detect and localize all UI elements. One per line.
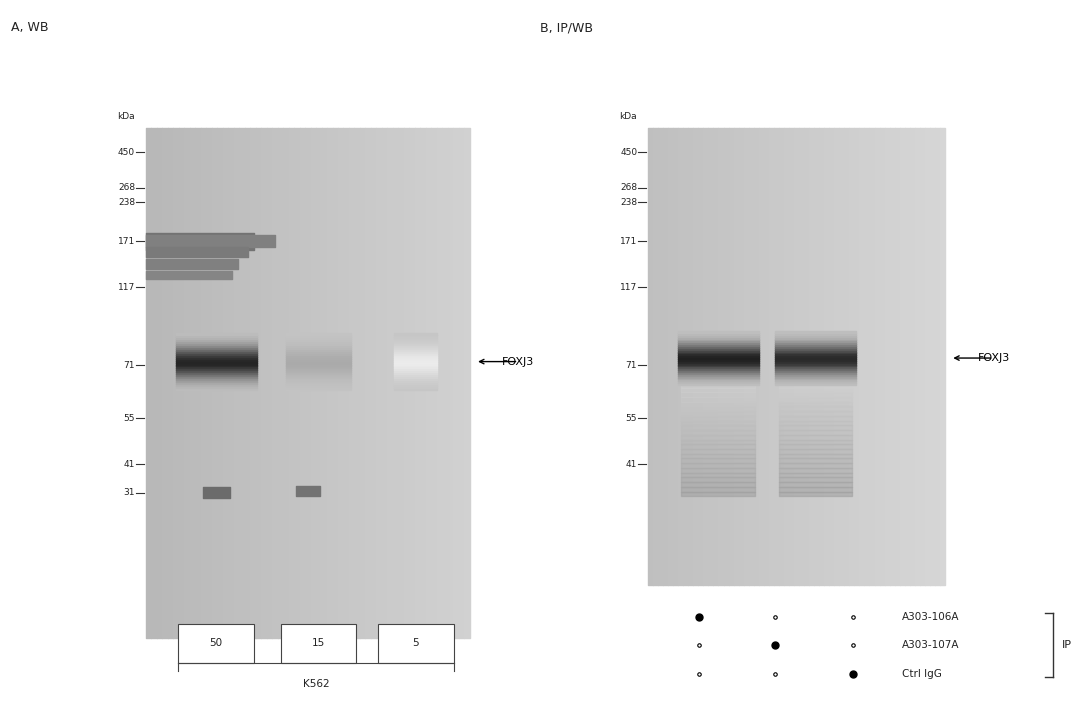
Text: kDa: kDa: [118, 113, 135, 121]
Bar: [281, 624, 356, 663]
Text: Ctrl IgG: Ctrl IgG: [902, 669, 942, 679]
Text: 171: 171: [620, 237, 637, 245]
Text: 50: 50: [210, 638, 222, 649]
Text: 117: 117: [118, 283, 135, 291]
Text: 71: 71: [123, 361, 135, 369]
Bar: [378, 624, 454, 663]
Text: 450: 450: [118, 148, 135, 157]
Text: 450: 450: [620, 148, 637, 157]
Text: 71: 71: [625, 361, 637, 369]
Text: kDa: kDa: [620, 113, 637, 121]
Text: 31: 31: [123, 489, 135, 497]
Text: 41: 41: [123, 460, 135, 469]
Text: K562: K562: [302, 679, 329, 688]
Text: 15: 15: [312, 638, 325, 649]
Text: 268: 268: [620, 184, 637, 192]
Text: A303-107A: A303-107A: [902, 640, 959, 650]
Bar: [178, 624, 254, 663]
Text: 117: 117: [620, 283, 637, 291]
Text: 268: 268: [118, 184, 135, 192]
Text: 171: 171: [118, 237, 135, 245]
Text: A303-106A: A303-106A: [902, 612, 959, 622]
Text: 55: 55: [625, 414, 637, 423]
Text: FOXJ3: FOXJ3: [977, 353, 1010, 363]
Text: B, IP/WB: B, IP/WB: [540, 21, 593, 34]
Text: 5: 5: [413, 638, 419, 649]
Text: 55: 55: [123, 414, 135, 423]
Text: IP: IP: [1062, 640, 1071, 650]
Text: FOXJ3: FOXJ3: [502, 357, 535, 367]
Text: 41: 41: [625, 460, 637, 469]
Text: 238: 238: [620, 198, 637, 206]
Text: 238: 238: [118, 198, 135, 206]
Text: A, WB: A, WB: [11, 21, 49, 34]
